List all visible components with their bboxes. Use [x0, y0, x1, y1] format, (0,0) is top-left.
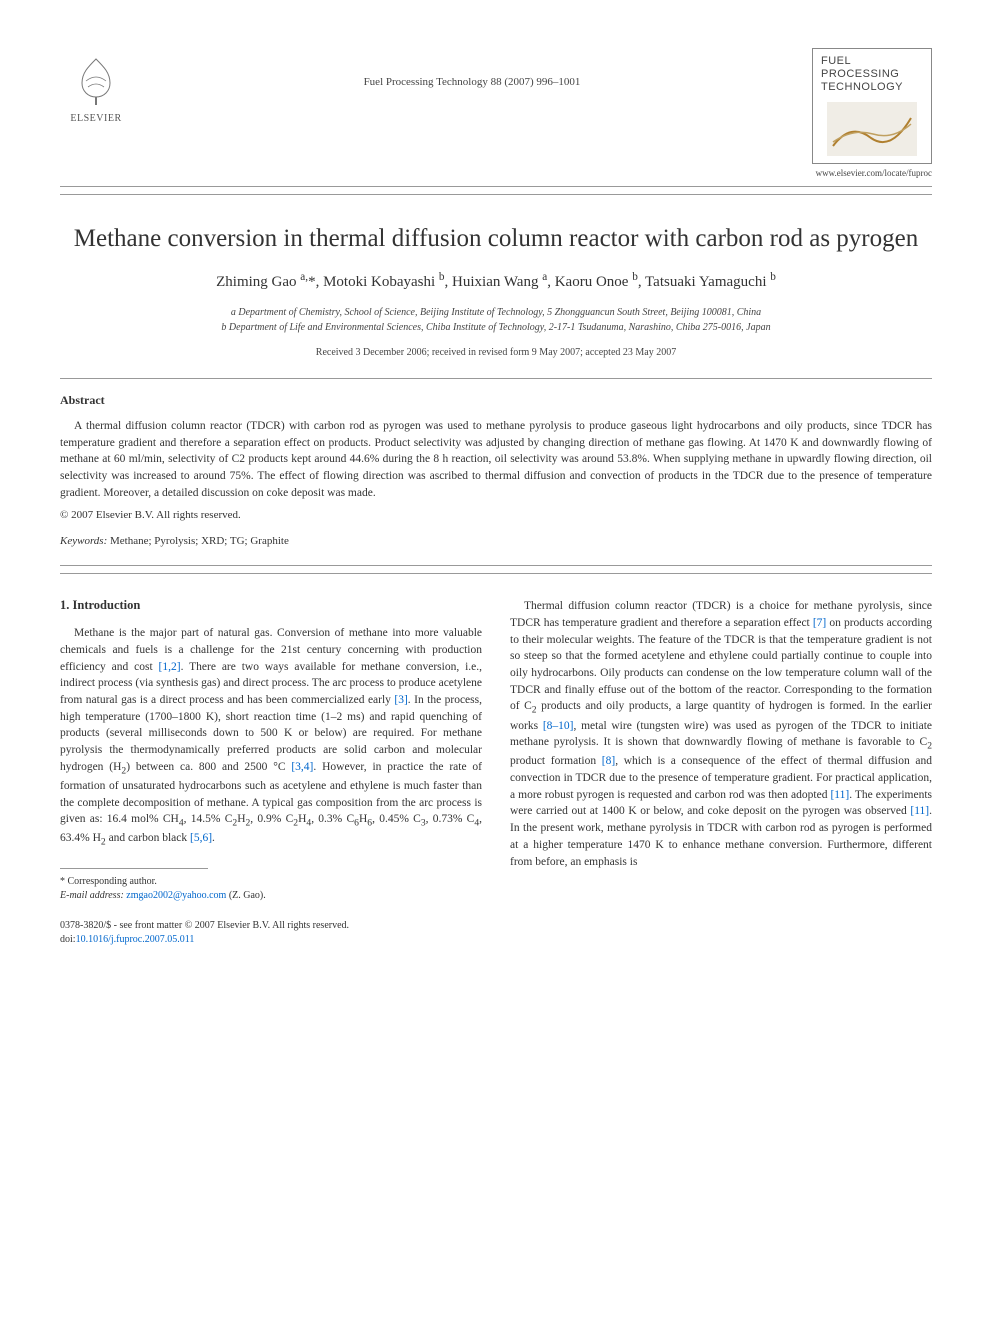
article-title: Methane conversion in thermal diffusion … [60, 223, 932, 256]
section-1-heading: 1. Introduction [60, 598, 482, 613]
elsevier-tree-icon [68, 53, 124, 109]
header-citation: Fuel Processing Technology 88 (2007) 996… [132, 48, 812, 88]
rule-top-2 [60, 194, 932, 195]
abstract-copyright: © 2007 Elsevier B.V. All rights reserved… [60, 509, 932, 521]
intro-para-right: Thermal diffusion column reactor (TDCR) … [510, 598, 932, 870]
authors: Zhiming Gao a,*, Motoki Kobayashi b, Hui… [60, 271, 932, 291]
keywords-text: Methane; Pyrolysis; XRD; TG; Graphite [107, 535, 289, 547]
rule-top-1 [60, 186, 932, 187]
doi-link[interactable]: 10.1016/j.fuproc.2007.05.011 [76, 934, 195, 945]
doi-label: doi: [60, 934, 76, 945]
affiliation-a: a Department of Chemistry, School of Sci… [60, 305, 932, 320]
publisher-logo: ELSEVIER [60, 48, 132, 128]
journal-link[interactable]: www.elsevier.com/locate/fuproc [812, 168, 932, 178]
journal-box-wrap: FUEL PROCESSING TECHNOLOGY www.elsevier.… [812, 48, 932, 178]
intro-para-left: Methane is the major part of natural gas… [60, 625, 482, 849]
corresponding-author-footnote: * Corresponding author. E-mail address: … [60, 875, 482, 903]
rule-mid-1 [60, 378, 932, 379]
body-columns: 1. Introduction Methane is the major par… [60, 598, 932, 946]
affiliations: a Department of Chemistry, School of Sci… [60, 305, 932, 335]
article-dates: Received 3 December 2006; received in re… [60, 347, 932, 358]
left-column: 1. Introduction Methane is the major par… [60, 598, 482, 946]
right-column: Thermal diffusion column reactor (TDCR) … [510, 598, 932, 946]
footnote-email-label: E-mail address: [60, 890, 124, 901]
footnote-marker: * Corresponding author. [60, 875, 482, 889]
footer-issn-line: 0378-3820/$ - see front matter © 2007 El… [60, 919, 482, 933]
rule-mid-2 [60, 565, 932, 566]
journal-box: FUEL PROCESSING TECHNOLOGY [812, 48, 932, 164]
journal-cover-icon [821, 99, 923, 159]
footer-block: 0378-3820/$ - see front matter © 2007 El… [60, 919, 482, 947]
rule-mid-3 [60, 573, 932, 574]
publisher-name: ELSEVIER [70, 113, 121, 124]
abstract-label: Abstract [60, 393, 932, 408]
keywords-label: Keywords: [60, 535, 107, 547]
footnote-separator [60, 868, 208, 869]
footnote-email-tail: (Z. Gao). [226, 890, 265, 901]
journal-box-title: FUEL PROCESSING TECHNOLOGY [821, 55, 923, 95]
abstract-text: A thermal diffusion column reactor (TDCR… [60, 418, 932, 501]
affiliation-b: b Department of Life and Environmental S… [60, 320, 932, 335]
keywords: Keywords: Methane; Pyrolysis; XRD; TG; G… [60, 535, 932, 547]
journal-header: ELSEVIER Fuel Processing Technology 88 (… [60, 48, 932, 178]
footnote-email[interactable]: zmgao2002@yahoo.com [126, 890, 226, 901]
